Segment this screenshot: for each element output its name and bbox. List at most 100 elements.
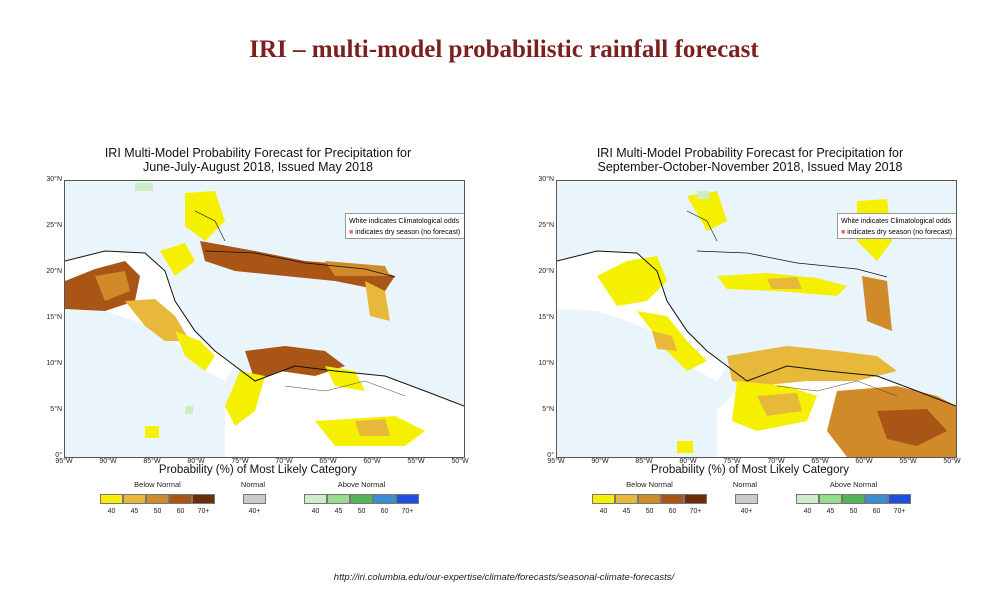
- colorbar-swatch: [735, 494, 758, 504]
- lon-label: 80°W: [187, 458, 205, 465]
- tick-label: 40: [107, 508, 116, 515]
- below-normal-colorbar: [592, 494, 707, 504]
- lat-label: 5°N: [542, 406, 554, 413]
- colorbar-swatch: [842, 494, 865, 504]
- lat-label: 10°N: [538, 360, 554, 367]
- colorbar-swatch: [819, 494, 842, 504]
- lon-label: 50°W: [451, 458, 469, 465]
- normal-label: Normal: [240, 480, 266, 489]
- normal-ticks: 40+: [243, 508, 266, 515]
- slide-title: IRI – multi-model probabilistic rainfall…: [249, 36, 759, 63]
- lat-label: 25°N: [46, 222, 62, 229]
- tick-label: 60: [176, 508, 185, 515]
- tick-label: 60: [380, 508, 389, 515]
- lon-label: 60°W: [363, 458, 381, 465]
- tick-label: 70+: [893, 508, 906, 515]
- above-normal-label: Above Normal: [829, 480, 878, 489]
- tick-label: 70+: [197, 508, 210, 515]
- colorbar-title: Probability (%) of Most Likely Category: [158, 464, 358, 476]
- below-ticks: 40 45 50 60 70+: [592, 508, 707, 515]
- panel-title-line2: September-October-November 2018, Issued …: [597, 160, 903, 174]
- colorbar-swatch: [123, 494, 146, 504]
- colorbar-swatch: [396, 494, 419, 504]
- legend-line2-text: indicates dry season (no forecast): [847, 229, 953, 236]
- lat-label: 30°N: [46, 176, 62, 183]
- map-legend-box: White indicates Climatological odds ■ in…: [345, 213, 464, 239]
- lat-label: 0°: [55, 452, 62, 459]
- lon-label: 65°W: [319, 458, 337, 465]
- colorbar-swatch: [169, 494, 192, 504]
- tick-label: 40: [803, 508, 812, 515]
- tick-label: 50: [153, 508, 162, 515]
- colorbar-title: Probability (%) of Most Likely Category: [650, 464, 850, 476]
- above-ticks: 40 45 50 60 70+: [796, 508, 911, 515]
- tick-label: 50: [357, 508, 366, 515]
- above-normal-colorbar: [796, 494, 911, 504]
- lat-label: 15°N: [538, 314, 554, 321]
- panel-title: IRI Multi-Model Probability Forecast for…: [42, 146, 474, 174]
- lat-label: 0°: [547, 452, 554, 459]
- tick-label: 40+: [248, 508, 261, 515]
- panel-title: IRI Multi-Model Probability Forecast for…: [534, 146, 966, 174]
- lat-label: 20°N: [538, 268, 554, 275]
- tick-label: 45: [826, 508, 835, 515]
- lon-label: 60°W: [855, 458, 873, 465]
- tick-label: 45: [622, 508, 631, 515]
- above-ticks: 40 45 50 60 70+: [304, 508, 419, 515]
- normal-colorbar: [735, 494, 758, 504]
- map-graphic: [557, 181, 956, 457]
- colorbar-swatch: [796, 494, 819, 504]
- forecast-panel-jja: IRI Multi-Model Probability Forecast for…: [42, 146, 474, 526]
- colorbar-swatch: [592, 494, 615, 504]
- legend-line2: ■ indicates dry season (no forecast): [841, 227, 953, 238]
- dry-season-swatch: ■: [349, 229, 354, 236]
- colorbar-swatch: [638, 494, 661, 504]
- tick-label: 40: [311, 508, 320, 515]
- lat-label: 30°N: [538, 176, 554, 183]
- colorbar-swatch: [304, 494, 327, 504]
- tick-label: 50: [645, 508, 654, 515]
- legend-line2-text: indicates dry season (no forecast): [355, 229, 461, 236]
- above-normal-label: Above Normal: [337, 480, 386, 489]
- tick-label: 45: [334, 508, 343, 515]
- lon-label: 65°W: [811, 458, 829, 465]
- forecast-map: White indicates Climatological odds ■ in…: [556, 180, 957, 458]
- panel-title-line2: June-July-August 2018, Issued May 2018: [143, 160, 373, 174]
- tick-label: 40: [599, 508, 608, 515]
- lon-label: 90°W: [99, 458, 117, 465]
- lon-label: 85°W: [143, 458, 161, 465]
- forecast-map: White indicates Climatological odds ■ in…: [64, 180, 465, 458]
- legend-line2: ■ indicates dry season (no forecast): [349, 227, 461, 238]
- tick-label: 40+: [740, 508, 753, 515]
- legend-line1: White indicates Climatological odds: [841, 218, 952, 225]
- colorbar-swatch: [350, 494, 373, 504]
- lon-label: 80°W: [679, 458, 697, 465]
- lon-label: 85°W: [635, 458, 653, 465]
- colorbar-swatch: [865, 494, 888, 504]
- tick-label: 45: [130, 508, 139, 515]
- colorbar-swatch: [327, 494, 350, 504]
- lon-label: 50°W: [943, 458, 961, 465]
- tick-label: 70+: [401, 508, 414, 515]
- lon-label: 55°W: [407, 458, 425, 465]
- lon-label: 70°W: [275, 458, 293, 465]
- legend-line1: White indicates Climatological odds: [349, 218, 460, 225]
- colorbar-swatch: [100, 494, 123, 504]
- source-url-link[interactable]: http://iri.columbia.edu/our-expertise/cl…: [333, 572, 675, 583]
- lat-label: 5°N: [50, 406, 62, 413]
- map-legend-box: White indicates Climatological odds ■ in…: [837, 213, 956, 239]
- colorbar-swatch: [684, 494, 707, 504]
- below-normal-label: Below Normal: [626, 480, 673, 489]
- forecast-panel-son: IRI Multi-Model Probability Forecast for…: [534, 146, 966, 526]
- colorbar-swatch: [888, 494, 911, 504]
- lat-label: 15°N: [46, 314, 62, 321]
- tick-label: 50: [849, 508, 858, 515]
- lon-label: 70°W: [767, 458, 785, 465]
- below-normal-label: Below Normal: [134, 480, 181, 489]
- tick-label: 70+: [689, 508, 702, 515]
- below-normal-colorbar: [100, 494, 215, 504]
- normal-colorbar: [243, 494, 266, 504]
- lon-label: 95°W: [55, 458, 73, 465]
- colorbar-swatch: [146, 494, 169, 504]
- colorbar-swatch: [192, 494, 215, 504]
